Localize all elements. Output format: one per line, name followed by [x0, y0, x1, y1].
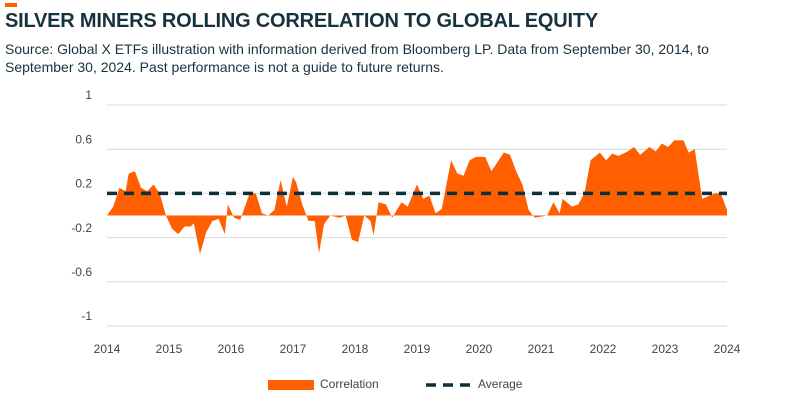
x-tick-label: 2022	[590, 342, 617, 356]
area	[107, 140, 727, 255]
x-tick-label: 2014	[94, 342, 121, 356]
accent-bar	[5, 3, 17, 7]
y-tick-label: 1	[85, 88, 92, 102]
x-tick-label: 2016	[218, 342, 245, 356]
x-tick-label: 2017	[280, 342, 307, 356]
chart-subtitle: Source: Global X ETFs illustration with …	[5, 41, 709, 75]
x-tick-label: 2019	[404, 342, 431, 356]
y-tick-label: -1	[81, 309, 92, 323]
x-tick-label: 2021	[528, 342, 555, 356]
chart-title: SILVER MINERS ROLLING CORRELATION TO GLO…	[5, 10, 598, 32]
y-tick-label: 0.6	[75, 132, 92, 146]
legend-label: Correlation	[320, 377, 379, 391]
y-tick-label: 0.2	[75, 177, 92, 191]
legend-swatch	[268, 380, 314, 390]
x-tick-label: 2015	[156, 342, 183, 356]
x-tick-label: 2018	[342, 342, 369, 356]
legend-label: Average	[478, 377, 523, 391]
y-tick-label: -0.2	[71, 221, 92, 235]
y-tick-label: -0.6	[71, 265, 92, 279]
x-tick-label: 2020	[466, 342, 493, 356]
x-tick-label: 2024	[714, 342, 741, 356]
x-tick-label: 2023	[652, 342, 679, 356]
